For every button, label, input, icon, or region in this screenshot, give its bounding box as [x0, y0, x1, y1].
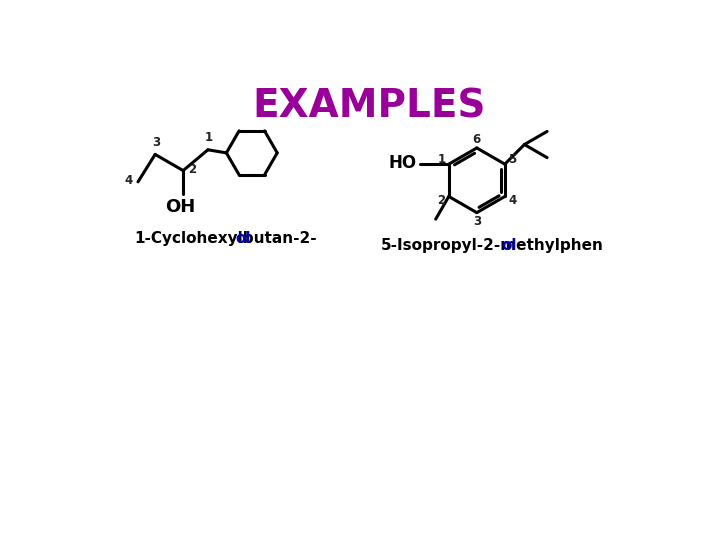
Text: 4: 4 [125, 174, 132, 187]
Text: ol: ol [502, 238, 517, 253]
Text: OH: OH [165, 198, 195, 215]
Text: ol: ol [235, 231, 251, 246]
Text: HO: HO [388, 154, 416, 172]
Text: 6: 6 [472, 133, 481, 146]
Text: 2: 2 [189, 163, 197, 176]
Text: 4: 4 [508, 194, 516, 207]
Text: 5-Isopropyl-2-methylphen: 5-Isopropyl-2-methylphen [381, 238, 603, 253]
Text: 1: 1 [204, 131, 212, 144]
Text: 1: 1 [437, 153, 446, 166]
Text: 2: 2 [437, 194, 446, 207]
Text: 3: 3 [152, 136, 160, 149]
Text: 5: 5 [508, 153, 516, 166]
Text: 1-Cyclohexylbutan-2-: 1-Cyclohexylbutan-2- [134, 231, 317, 246]
Text: EXAMPLES: EXAMPLES [252, 88, 486, 126]
Text: 3: 3 [473, 214, 481, 228]
